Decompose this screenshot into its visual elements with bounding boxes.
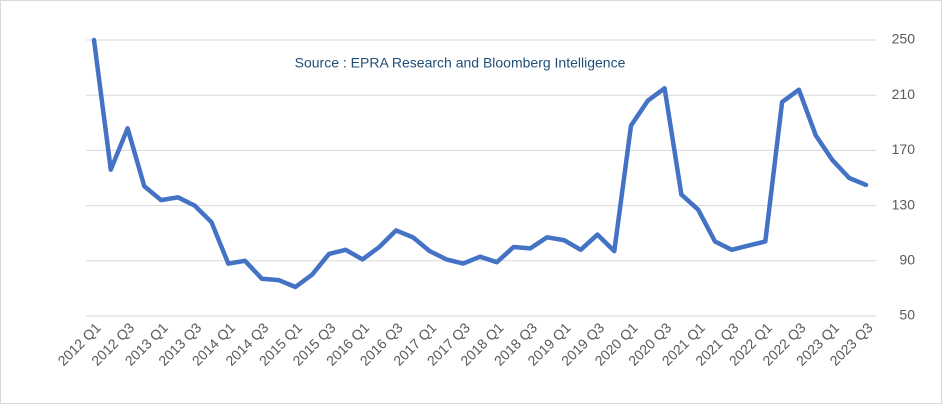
- y-tick-label: 130: [892, 196, 916, 212]
- y-tick-label: 250: [892, 31, 916, 47]
- y-tick-label: 170: [892, 141, 916, 157]
- y-tick-label: 90: [899, 252, 915, 268]
- source-annotation: Source : EPRA Research and Bloomberg Int…: [295, 55, 626, 71]
- y-tick-label: 50: [899, 307, 915, 323]
- y-tick-label: 210: [892, 86, 916, 102]
- data-line: [91, 37, 869, 290]
